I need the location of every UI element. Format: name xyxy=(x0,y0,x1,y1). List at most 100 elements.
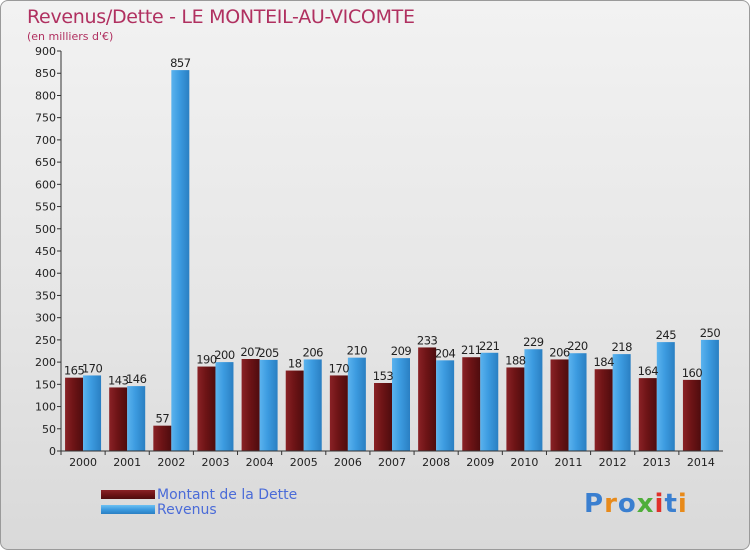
y-tick-label: 50 xyxy=(42,423,56,436)
chart-title: Revenus/Dette - LE MONTEIL-AU-VICOMTE xyxy=(27,6,415,28)
data-label-dette: 170 xyxy=(329,361,350,375)
y-tick-label: 850 xyxy=(35,67,56,80)
proxiti-logo: Proxiti xyxy=(584,489,688,519)
bar-dette xyxy=(241,359,260,451)
data-label-dette: 184 xyxy=(593,355,614,369)
data-label-revenus: 229 xyxy=(523,335,544,349)
logo-letter: t xyxy=(664,489,678,519)
y-tick-label: 500 xyxy=(35,223,56,236)
logo-letter: i xyxy=(654,489,665,519)
data-label-revenus: 205 xyxy=(258,346,279,360)
y-tick-label: 550 xyxy=(35,201,56,214)
y-tick-label: 200 xyxy=(35,356,56,369)
bar-dette xyxy=(153,425,172,451)
x-tick-label: 2003 xyxy=(201,456,229,469)
legend-swatch-revenus xyxy=(101,505,155,514)
chart-subtitle: (en milliers d'€) xyxy=(27,30,114,43)
bar-revenus xyxy=(215,362,234,451)
legend-label-dette: Montant de la Dette xyxy=(157,486,298,503)
data-label-revenus: 250 xyxy=(700,326,721,340)
y-tick-label: 300 xyxy=(35,312,56,325)
logo-letter: P xyxy=(584,489,605,519)
data-label-revenus: 221 xyxy=(479,339,500,353)
y-tick-label: 150 xyxy=(35,378,56,391)
x-tick-label: 2005 xyxy=(290,456,318,469)
bar-dette xyxy=(594,369,613,451)
y-tick-label: 800 xyxy=(35,89,56,102)
data-label-revenus: 210 xyxy=(347,344,368,358)
data-label-revenus: 170 xyxy=(82,361,103,375)
bar-revenus xyxy=(700,339,719,451)
data-label-dette: 57 xyxy=(156,412,170,426)
x-tick-label: 2002 xyxy=(157,456,185,469)
data-label-dette: 190 xyxy=(196,353,217,367)
y-tick-label: 250 xyxy=(35,334,56,347)
data-label-revenus: 209 xyxy=(391,344,412,358)
logo-letter: o xyxy=(617,489,637,519)
x-tick-label: 2014 xyxy=(687,456,715,469)
data-label-revenus: 200 xyxy=(214,348,235,362)
y-tick-label: 750 xyxy=(35,112,56,125)
data-label-revenus: 204 xyxy=(435,346,456,360)
bar-revenus xyxy=(83,375,102,451)
logo-letter: r xyxy=(604,489,618,519)
bar-revenus xyxy=(303,359,322,451)
bar-revenus xyxy=(612,354,631,451)
legend-item-revenus: Revenus xyxy=(101,501,297,518)
bar-revenus xyxy=(524,349,543,451)
data-label-dette: 18 xyxy=(288,357,302,371)
legend-item-dette: Montant de la Dette xyxy=(101,486,298,503)
bar-dette xyxy=(682,379,701,451)
bar-revenus xyxy=(436,360,455,451)
legend-swatch-dette xyxy=(101,490,155,499)
bar-dette xyxy=(374,383,392,451)
bars-layer xyxy=(65,70,719,451)
data-label-dette: 165 xyxy=(64,364,85,378)
data-label-revenus: 206 xyxy=(303,345,324,359)
x-tick-label: 2004 xyxy=(246,456,274,469)
data-label-revenus: 857 xyxy=(170,56,191,70)
bar-dette xyxy=(462,357,481,451)
logo-letter: i xyxy=(677,489,688,519)
data-label-dette: 143 xyxy=(108,373,129,387)
y-tick-label: 350 xyxy=(35,289,56,302)
data-label-dette: 211 xyxy=(461,343,482,357)
bar-dette xyxy=(638,378,657,451)
y-tick-label: 100 xyxy=(35,401,56,414)
bar-revenus xyxy=(127,386,146,451)
bar-revenus xyxy=(392,358,410,451)
data-label-dette: 233 xyxy=(417,333,438,347)
data-label-revenus: 245 xyxy=(656,328,677,342)
bar-dette xyxy=(418,347,437,451)
x-tick-label: 2008 xyxy=(422,456,450,469)
data-label-revenus: 146 xyxy=(126,372,147,386)
labels-layer: 0 50 100 150 200 250 300 350 400 450 500 550 600 650 7… xyxy=(35,45,721,469)
x-tick-label: 2010 xyxy=(510,456,538,469)
data-label-revenus: 220 xyxy=(567,339,588,353)
bar-revenus xyxy=(480,352,499,451)
bar-dette xyxy=(550,359,569,451)
bar-dette xyxy=(65,377,84,451)
x-tick-label: 2000 xyxy=(69,456,97,469)
data-label-dette: 153 xyxy=(373,369,394,383)
x-tick-label: 2001 xyxy=(113,456,141,469)
logo-letter: x xyxy=(636,489,655,519)
x-tick-label: 2012 xyxy=(599,456,627,469)
bar-revenus xyxy=(171,70,190,451)
bar-revenus xyxy=(347,357,366,451)
data-label-dette: 164 xyxy=(638,364,659,378)
y-tick-label: 900 xyxy=(35,45,56,58)
bar-dette xyxy=(109,387,128,451)
bar-revenus xyxy=(568,353,587,451)
legend-label-revenus: Revenus xyxy=(157,501,217,518)
data-label-revenus: 218 xyxy=(611,340,632,354)
bar-dette xyxy=(506,367,525,451)
y-tick-label: 600 xyxy=(35,178,56,191)
bar-dette xyxy=(329,375,348,451)
y-tick-label: 0 xyxy=(49,445,56,458)
data-label-dette: 188 xyxy=(505,353,526,367)
bar-revenus xyxy=(656,342,675,451)
x-tick-label: 2011 xyxy=(555,456,583,469)
